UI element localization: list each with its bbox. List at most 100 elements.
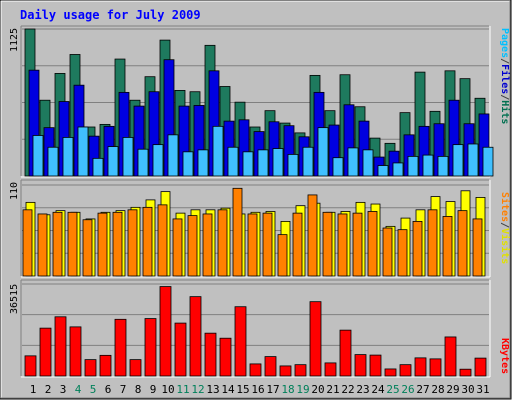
x-tick-label-day-11: 11 (176, 383, 189, 396)
volume-legend: KBytes (499, 338, 510, 374)
visitors-sites-bar-day-22 (337, 213, 348, 277)
visitors-sites-bar-day-6 (97, 212, 108, 277)
volume-kbytes-bar-day-9 (144, 318, 157, 377)
traffic-legend-pages: Pages (499, 28, 510, 58)
volume-ymax-label: 36515 (9, 284, 20, 314)
visitors-legend: Sites/Visits (499, 192, 511, 264)
visitors-sites-bar-day-26 (397, 229, 408, 277)
x-tick-label-day-8: 8 (135, 383, 142, 396)
visitors-sites-bar-day-8 (127, 209, 138, 277)
visitors-sites-bar-day-16 (247, 213, 258, 277)
traffic-pages-bar-day-16 (257, 149, 269, 177)
traffic-pages-bar-day-3 (62, 137, 74, 177)
traffic-legend-hits: Hits (499, 100, 511, 124)
volume-kbytes-bar-day-10 (159, 286, 172, 377)
visitors-sites-bar-day-31 (472, 218, 483, 277)
traffic-pages-bar-day-25 (392, 162, 404, 177)
visitors-sites-bar-day-18 (277, 234, 288, 277)
traffic-pages-bar-day-24 (377, 165, 389, 177)
x-tick-label-day-23: 23 (356, 383, 369, 396)
traffic-pages-bar-day-1 (32, 135, 44, 177)
volume-kbytes-bar-day-28 (429, 358, 442, 377)
traffic-pages-bar-day-14 (227, 146, 239, 177)
volume-kbytes-bar-day-15 (234, 306, 247, 377)
traffic-pages-bar-day-26 (407, 155, 419, 177)
volume-kbytes-bar-day-7 (114, 318, 127, 377)
visitors-sites-bar-day-13 (202, 213, 213, 277)
traffic-legend-separator: / (499, 58, 510, 64)
traffic-legend-separator: / (499, 94, 510, 100)
traffic-panel: 1125 Pages/Files/Hits (9, 25, 511, 178)
visitors-sites-bar-day-17 (262, 212, 273, 277)
volume-kbytes-bar-day-31 (474, 357, 487, 377)
volume-panel-frame (21, 280, 490, 377)
x-tick-label-day-2: 2 (45, 383, 52, 396)
x-tick-label-day-29: 29 (446, 383, 459, 396)
visitors-sites-bar-day-1 (22, 209, 33, 277)
x-tick-label-day-9: 9 (150, 383, 157, 396)
volume-kbytes-bar-day-11 (174, 322, 187, 377)
volume-kbytes-bar-day-6 (99, 354, 112, 377)
visitors-sites-bar-day-29 (442, 216, 453, 277)
volume-kbytes-bar-day-19 (294, 364, 307, 377)
x-tick-label-day-4: 4 (75, 383, 82, 396)
x-tick-label-day-30: 30 (461, 383, 474, 396)
traffic-pages-bar-day-22 (347, 147, 359, 177)
x-tick-label-day-7: 7 (120, 383, 127, 396)
volume-kbytes-bar-day-30 (459, 368, 472, 377)
volume-kbytes-bar-day-13 (204, 332, 217, 377)
volume-kbytes-bar-day-23 (354, 354, 367, 377)
visitors-sites-bar-day-11 (172, 218, 183, 277)
visitors-sites-bar-day-2 (37, 213, 48, 277)
x-tick-label-day-22: 22 (341, 383, 354, 396)
visitors-sites-bar-day-19 (292, 212, 303, 277)
x-tick-label-day-21: 21 (326, 383, 339, 396)
traffic-pages-bar-day-19 (302, 146, 314, 177)
x-tick-label-day-15: 15 (236, 383, 249, 396)
traffic-pages-bar-day-21 (332, 157, 344, 177)
x-tick-label-day-16: 16 (251, 383, 264, 396)
traffic-bars (24, 28, 494, 177)
volume-kbytes-bar-day-5 (84, 359, 97, 377)
traffic-pages-bar-day-13 (212, 125, 224, 177)
visitors-bars (22, 187, 486, 277)
traffic-pages-bar-day-6 (107, 146, 119, 177)
visitors-legend-sites: Sites (499, 192, 511, 222)
visitors-sites-bar-day-5 (82, 219, 93, 277)
visitors-sites-bar-day-24 (367, 211, 378, 277)
visitors-ymax-label: 110 (9, 182, 20, 200)
traffic-pages-bar-day-20 (317, 127, 329, 177)
x-tick-label-day-5: 5 (90, 383, 97, 396)
x-tick-label-day-3: 3 (60, 383, 67, 396)
x-tick-label-day-19: 19 (296, 383, 309, 396)
traffic-pages-bar-day-23 (362, 149, 374, 177)
x-tick-label-day-10: 10 (161, 383, 174, 396)
traffic-pages-bar-day-27 (422, 154, 434, 177)
traffic-ymax-label: 1125 (9, 28, 20, 52)
traffic-pages-bar-day-15 (242, 151, 254, 177)
visitors-sites-bar-day-7 (112, 211, 123, 277)
visitors-sites-bar-day-28 (427, 209, 438, 277)
x-axis-day-labels: 1 2 3 4 5 6 7 8 9 10 11 12 13 14 15 16 17 18 19 20 21 22 23 24 2… (30, 383, 490, 396)
x-tick-label-day-1: 1 (30, 383, 37, 396)
volume-kbytes-bar-day-16 (249, 363, 262, 377)
traffic-pages-bar-day-28 (437, 155, 449, 177)
volume-kbytes-bar-day-20 (309, 301, 322, 377)
x-tick-label-day-14: 14 (221, 383, 235, 396)
volume-kbytes-bar-day-2 (39, 327, 52, 377)
traffic-pages-bar-day-29 (452, 144, 464, 177)
x-tick-label-day-12: 12 (191, 383, 204, 396)
traffic-legend-files: Files (499, 64, 511, 94)
chart-title: Daily usage for July 2009 (20, 8, 201, 22)
volume-kbytes-bar-day-1 (24, 355, 37, 377)
traffic-pages-bar-day-31 (482, 146, 494, 177)
traffic-pages-bar-day-17 (272, 148, 284, 177)
x-tick-label-day-31: 31 (476, 383, 489, 396)
x-tick-label-day-28: 28 (431, 383, 444, 396)
volume-kbytes-bar-day-27 (414, 357, 427, 377)
volume-kbytes-bar-day-26 (399, 364, 412, 377)
volume-legend-kbytes: KBytes (499, 338, 510, 374)
visitors-sites-bar-day-20 (307, 194, 318, 277)
x-tick-label-day-18: 18 (281, 383, 294, 396)
volume-kbytes-bar-day-14 (219, 337, 232, 377)
